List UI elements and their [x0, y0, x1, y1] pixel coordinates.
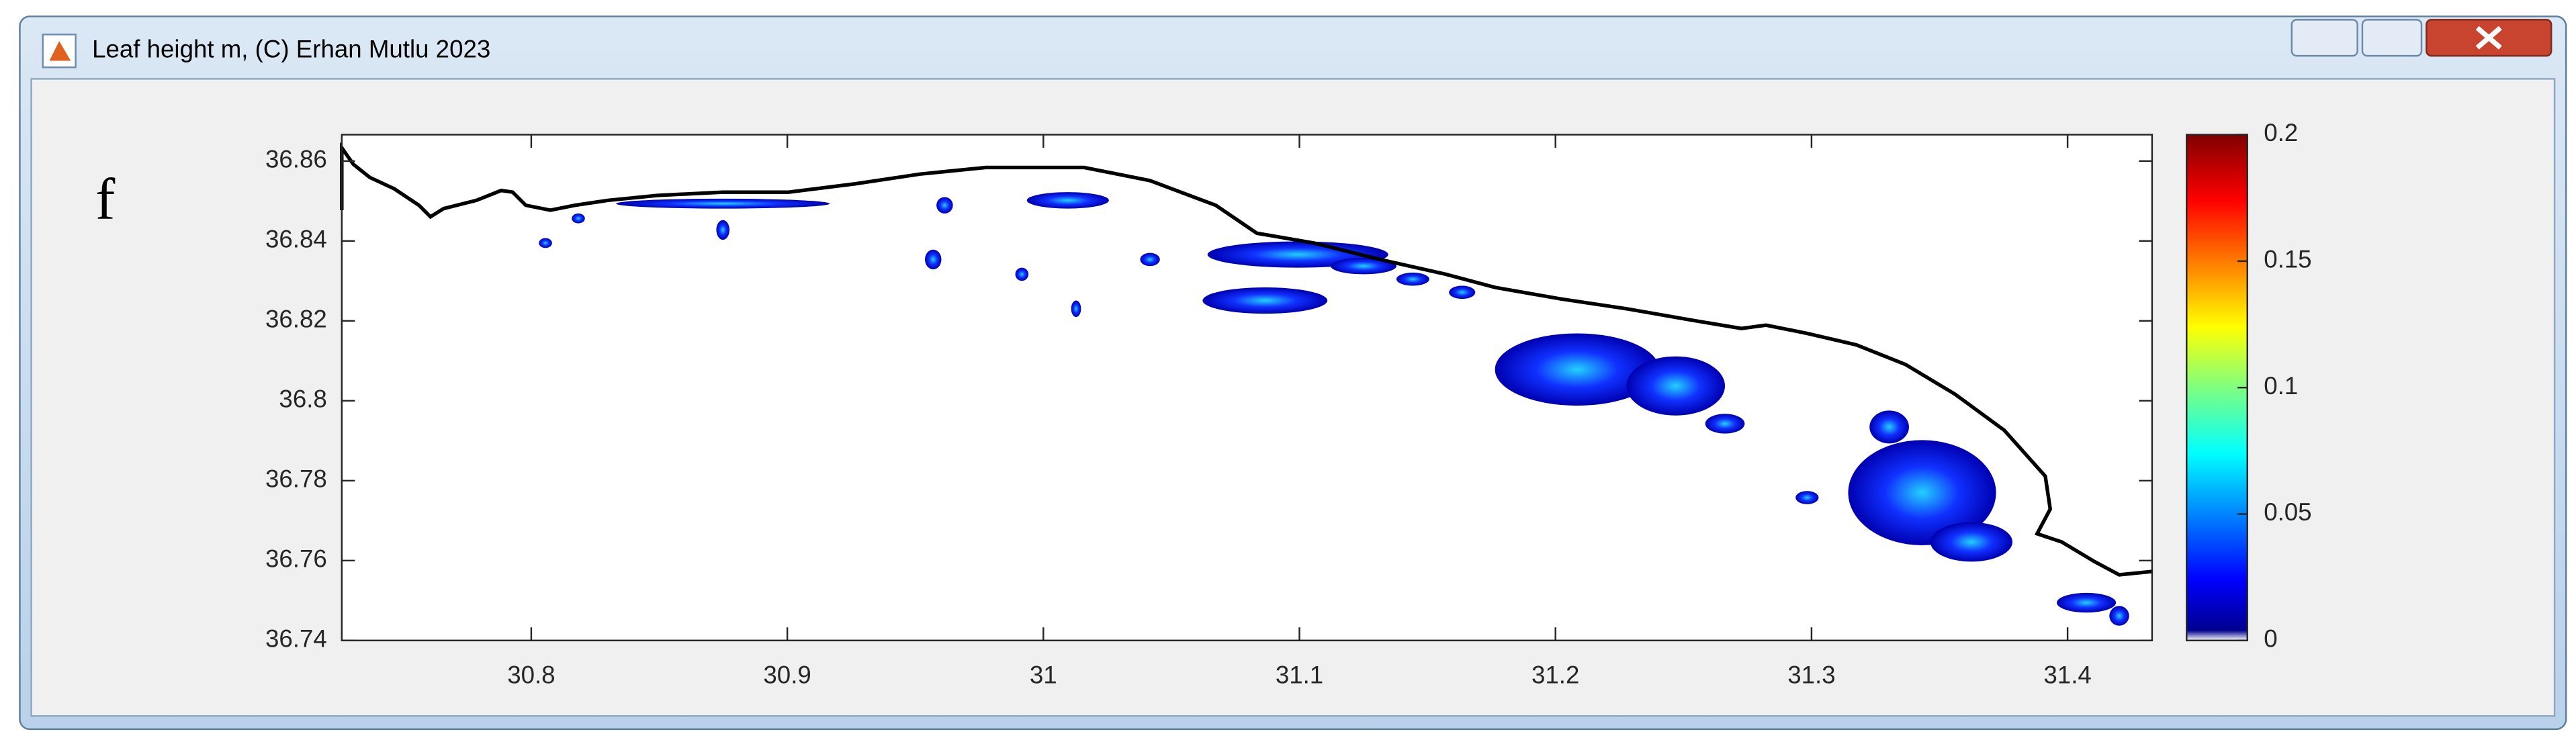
- x-tick-label: 31.3: [1787, 661, 1835, 688]
- colorbar-tick-label: 0: [2264, 625, 2277, 652]
- y-tick-label: 36.76: [265, 545, 327, 572]
- minimize-button[interactable]: [2291, 19, 2358, 57]
- leaf-height-patches: [539, 192, 2129, 626]
- x-tick-label: 31.1: [1276, 661, 1323, 688]
- x-tick-label: 30.8: [507, 661, 555, 688]
- x-tick-label: 31.2: [1531, 661, 1579, 688]
- panel-label: f: [95, 167, 116, 232]
- maximize-button[interactable]: [2361, 19, 2423, 57]
- plot-area: [341, 134, 2152, 641]
- colorbar-tick-label: 0.1: [2264, 372, 2298, 400]
- window-title: Leaf height m, (C) Erhan Mutlu 2023: [92, 36, 490, 63]
- x-tick-label: 30.9: [763, 661, 811, 688]
- y-tick-label: 36.78: [265, 465, 327, 492]
- colorbar-tick-label: 0.2: [2264, 119, 2298, 146]
- colorbar: [2186, 134, 2248, 642]
- y-tick-label: 36.8: [279, 385, 326, 412]
- axes-box: [341, 134, 2153, 642]
- colorbar-tick-label: 0.05: [2264, 498, 2311, 526]
- x-tick-label: 31: [1030, 661, 1057, 688]
- coastline: [340, 142, 2153, 577]
- y-tick-label: 36.86: [265, 145, 327, 173]
- y-tick-label: 36.84: [265, 225, 327, 252]
- app-icon-shape: [49, 41, 71, 61]
- y-tick-label: 36.82: [265, 305, 327, 332]
- x-tick-label: 31.4: [2043, 661, 2091, 688]
- close-icon: [2475, 26, 2502, 50]
- colorbar-tick-label: 0.15: [2264, 246, 2311, 273]
- y-tick-label: 36.74: [265, 625, 327, 652]
